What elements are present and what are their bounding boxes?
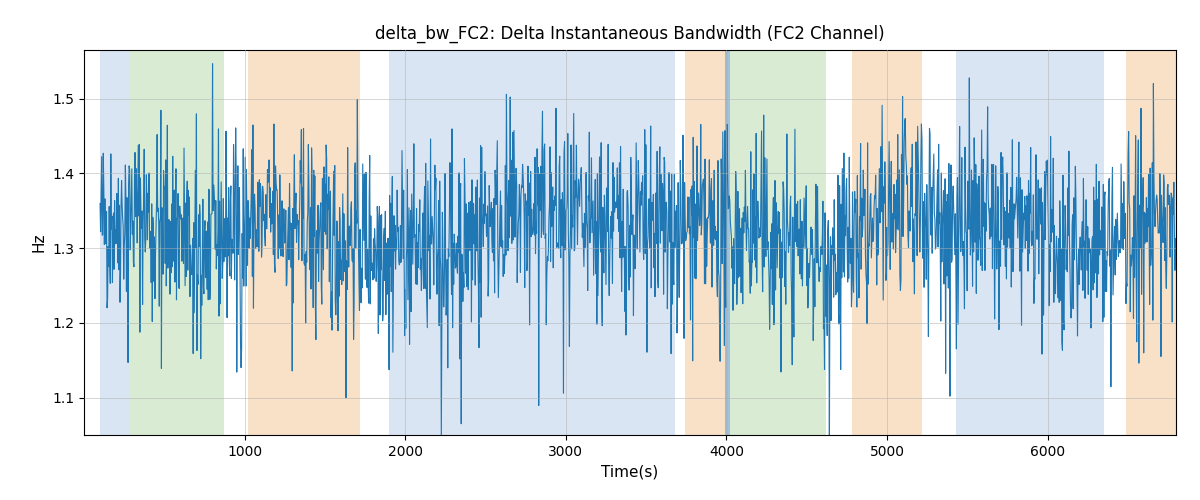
- Y-axis label: Hz: Hz: [31, 233, 47, 252]
- Bar: [248, 50, 360, 435]
- Bar: [389, 50, 674, 435]
- Bar: [1127, 50, 1176, 435]
- X-axis label: Time(s): Time(s): [601, 464, 659, 479]
- Bar: [684, 50, 728, 435]
- Bar: [100, 50, 128, 435]
- Bar: [731, 50, 826, 435]
- Bar: [725, 50, 731, 435]
- Title: delta_bw_FC2: Delta Instantaneous Bandwidth (FC2 Channel): delta_bw_FC2: Delta Instantaneous Bandwi…: [376, 25, 884, 43]
- Bar: [128, 50, 223, 435]
- Bar: [956, 50, 1104, 435]
- Bar: [852, 50, 923, 435]
